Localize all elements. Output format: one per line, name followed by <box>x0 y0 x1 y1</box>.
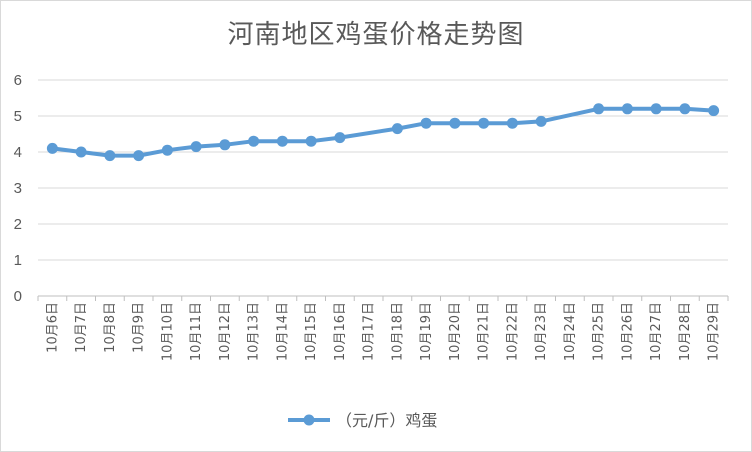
data-point <box>248 135 260 147</box>
x-tick-label: 10月8日 <box>103 302 118 353</box>
y-tick-label: 4 <box>14 144 22 161</box>
y-tick-label: 3 <box>14 180 22 197</box>
data-point <box>104 150 116 162</box>
data-point <box>391 123 403 135</box>
data-point <box>420 117 432 129</box>
x-tick-label: 10月19日 <box>419 302 434 361</box>
x-tick-label: 10月11日 <box>189 302 204 361</box>
x-tick-label: 10月17日 <box>362 302 377 361</box>
data-point <box>593 103 605 115</box>
x-tick-label: 10月25日 <box>592 302 607 361</box>
data-point <box>219 139 231 151</box>
data-point <box>46 142 58 154</box>
x-tick-label: 10月16日 <box>333 302 348 361</box>
data-point <box>334 132 346 144</box>
x-tick-label: 10月27日 <box>649 302 664 361</box>
x-tick-label: 10月20日 <box>448 302 463 361</box>
x-axis: 10月6日 10月7日 10月8日 10月9日 10月10日 10月11日 10月12日 10… <box>37 296 729 361</box>
data-point <box>679 103 691 115</box>
x-tick-label: 10月21日 <box>477 302 492 361</box>
data-point <box>650 103 662 115</box>
x-tick-label: 10月26日 <box>620 302 635 361</box>
x-tick-label: 10月13日 <box>247 302 262 361</box>
x-tick-label: 10月12日 <box>218 302 233 361</box>
x-tick-label: 10月14日 <box>275 302 290 361</box>
x-tick-label: 10月9日 <box>132 302 147 353</box>
data-point <box>161 144 173 156</box>
x-tick-label: 10月28日 <box>678 302 693 361</box>
data-point <box>478 117 490 129</box>
y-tick-label: 0 <box>14 288 22 305</box>
data-point <box>449 117 461 129</box>
x-tick-label: 10月22日 <box>505 302 520 361</box>
chart-title: 河南地区鸡蛋价格走势图 <box>227 20 525 50</box>
x-tick-label: 10月7日 <box>74 302 89 353</box>
series-layer <box>46 103 720 162</box>
x-tick-label: 10月6日 <box>45 302 60 353</box>
legend-label: （元/斤）鸡蛋 <box>336 411 437 430</box>
y-tick-label: 5 <box>14 108 22 125</box>
data-point <box>621 103 633 115</box>
legend-marker <box>303 414 315 426</box>
y-axis-ticks: 0 1 2 3 4 5 6 <box>14 72 22 305</box>
y-tick-label: 6 <box>14 72 22 89</box>
x-tick-label: 10月23日 <box>534 302 549 361</box>
legend: （元/斤）鸡蛋 <box>288 411 437 430</box>
series-line <box>50 106 716 158</box>
x-tick-label: 10月18日 <box>390 302 405 361</box>
data-point <box>708 105 720 117</box>
data-point <box>276 135 288 147</box>
x-tick-label: 10月24日 <box>563 302 578 361</box>
data-point <box>133 150 145 162</box>
y-tick-label: 2 <box>14 216 22 233</box>
x-tick-label: 10月15日 <box>304 302 319 361</box>
data-point <box>535 115 547 127</box>
data-point <box>305 135 317 147</box>
data-point <box>506 117 518 129</box>
grid-lines <box>38 79 728 297</box>
data-point <box>190 141 202 153</box>
x-tick-label: 10月10日 <box>160 302 175 361</box>
y-tick-label: 1 <box>14 252 22 269</box>
data-point <box>75 146 87 158</box>
x-tick-label: 10月29日 <box>707 302 722 361</box>
